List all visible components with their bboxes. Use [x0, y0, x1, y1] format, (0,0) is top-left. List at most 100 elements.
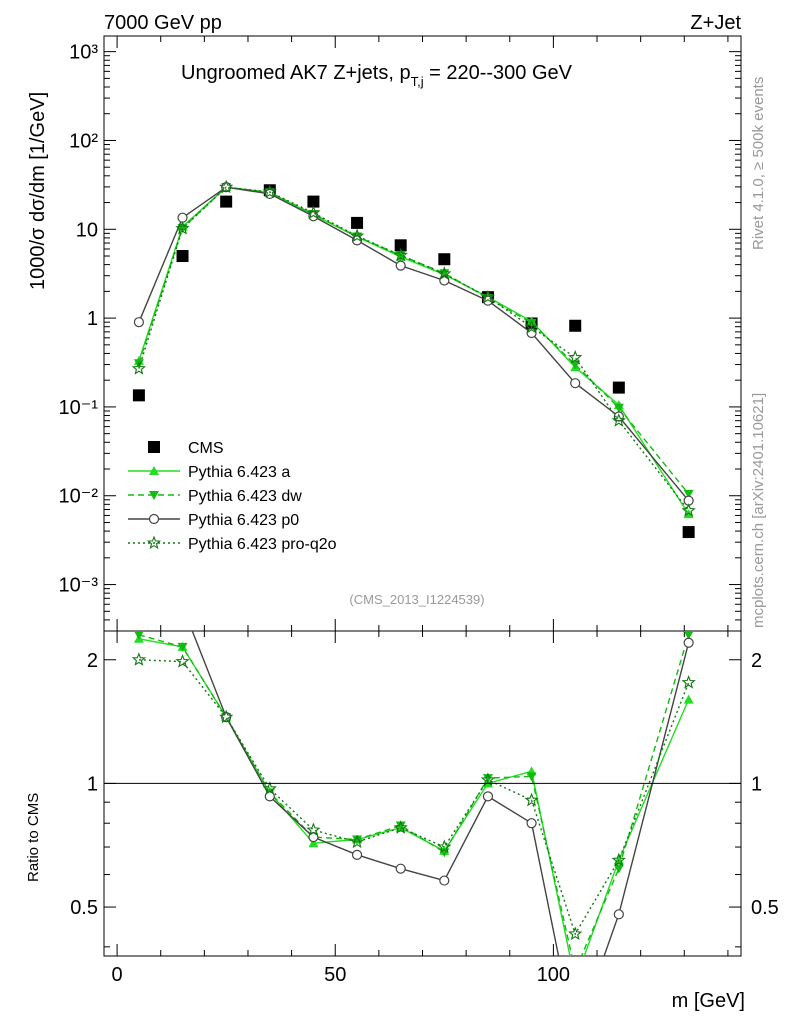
ratio-tick-label: 2	[751, 650, 762, 672]
plot-title-sub: T,j	[411, 74, 424, 89]
ratio-tick-label: 2	[87, 650, 98, 672]
x-tick-label: 100	[537, 964, 570, 986]
pythia-proq2o-ratio-point	[306, 822, 321, 837]
x-tick-label: 0	[112, 964, 123, 986]
pythia-p0-ratio-point	[526, 818, 537, 829]
top-y-axis-label: 1000/σ dσ/dm [1/GeV]	[27, 92, 49, 290]
header-energy: 7000 GeV pp	[104, 12, 222, 34]
pythia-proq2o-line	[138, 186, 690, 512]
pythia-dw-point	[613, 403, 624, 413]
pythia-dw-ratio-point	[613, 864, 624, 874]
legend-pythia-p0-label: Pythia 6.423 p0	[188, 512, 299, 529]
cms-data-point	[132, 389, 145, 402]
pythia-dw-ratio-point	[395, 821, 406, 831]
pythia-proq2o-ratio-point	[262, 781, 277, 795]
pythia-dw-ratio-point	[133, 631, 144, 640]
cms-data-point	[438, 253, 451, 266]
cms-data-point	[569, 319, 582, 332]
pythia-dw-ratio-line	[138, 634, 690, 956]
ratio-tick-label: 1	[87, 773, 98, 795]
ratio-tick-label: 1	[751, 773, 762, 795]
legend-cms-marker	[148, 441, 160, 453]
pythia-dw-ratio-point	[482, 774, 493, 784]
cms-data-point	[682, 526, 695, 539]
pythia-p0-ratio-point	[351, 849, 363, 860]
pythia-a-ratio-point	[683, 694, 694, 704]
pythia-proq2o-point	[219, 179, 234, 194]
pythia-p0-point	[395, 260, 406, 271]
legend-pythia-dw-marker	[149, 491, 159, 500]
pythia-proq2o-ratio-point	[681, 675, 696, 689]
legend-pythia-a-marker	[149, 466, 159, 475]
header-process: Z+Jet	[690, 12, 741, 34]
legend-cms-label: CMS	[188, 440, 224, 457]
ratio-y-axis-label: Ratio to CMS	[25, 793, 42, 882]
pythia-proq2o-point	[349, 228, 365, 243]
plot-title: Ungroomed AK7 Z+jets, pT,j = 220--300 Ge…	[181, 62, 573, 89]
top-panel-series	[131, 179, 696, 539]
pythia-proq2o-ratio-point	[524, 792, 539, 807]
pythia-proq2o-point	[524, 319, 539, 334]
pythia-p0-ratio-point	[439, 875, 450, 886]
pythia-proq2o-ratio-point	[480, 772, 496, 786]
cms-data-point	[176, 250, 189, 263]
legend-pythia-proq2o-marker	[146, 535, 162, 550]
side-mcplots-label: mcplots.cern.ch [arXiv:2401.10621]	[750, 393, 767, 628]
pythia-dw-ratio-point	[177, 642, 188, 652]
y-tick-label: 1	[87, 308, 98, 330]
pythia-proq2o-ratio-point	[175, 654, 190, 668]
ratio-tick-label: 0.5	[70, 897, 98, 919]
pythia-p0-ratio-point	[683, 637, 694, 648]
legend-pythia-a-label: Pythia 6.423 a	[188, 464, 290, 481]
y-tick-label: 10³	[69, 42, 98, 64]
y-tick-label: 10⁻²	[59, 486, 99, 508]
cms-data-point	[307, 195, 320, 208]
pythia-proq2o-point	[480, 289, 496, 304]
cms-data-point	[351, 216, 364, 229]
y-tick-label: 10⁻³	[59, 575, 99, 597]
cms-data-point	[220, 195, 233, 208]
pythia-dw-ratio-point	[352, 835, 363, 845]
ratio-tick-label: 0.5	[751, 897, 779, 919]
cms-data-point	[394, 239, 407, 252]
axis-tick-labels: 0 50 100 10⁻³ 10⁻² 10⁻¹ 1 10 10² 10³ 0.5 0.5 1 1 2 2	[59, 42, 779, 986]
pythia-proq2o-point	[306, 205, 321, 219]
y-tick-label: 10²	[69, 130, 98, 152]
pythia-p0-point	[177, 212, 188, 223]
pythia-dw-ratio-point	[526, 772, 537, 782]
pythia-a-ratio-line	[138, 638, 690, 956]
pythia-proq2o-point	[568, 349, 583, 364]
x-axis-label: m [GeV]	[672, 990, 745, 1012]
legend-pythia-p0-marker	[148, 513, 160, 525]
pythia-proq2o-point	[437, 266, 452, 280]
side-rivet-label: Rivet 4.1.0, ≥ 500k events	[750, 77, 767, 250]
pythia-p0-ratio-point	[613, 909, 624, 920]
pythia-proq2o-ratio-point	[611, 852, 626, 867]
pythia-p0-ratio-line	[191, 631, 690, 956]
pythia-p0-ratio-point	[178, 602, 187, 611]
pythia-dw-point	[526, 319, 537, 329]
plot-title-main: Ungroomed AK7 Z+jets, p	[181, 62, 411, 84]
pythia-dw-ratio-point	[570, 967, 580, 976]
pythia-proq2o-ratio-point	[568, 926, 583, 940]
pythia-p0-ratio-point	[482, 791, 494, 802]
pythia-p0-ratio-point	[134, 442, 143, 451]
pythia-p0-point	[133, 317, 145, 328]
legend-pythia-dw-label: Pythia 6.423 dw	[188, 488, 302, 505]
pythia-dw-point	[570, 360, 581, 370]
pythia-proq2o-ratio-point	[131, 652, 147, 666]
legend: CMS Pythia 6.423 a Pythia 6.423 dw Pythia 6…	[128, 440, 337, 553]
plot-title-tail: = 220--300 GeV	[424, 62, 573, 84]
pythia-a-ratio-point	[570, 976, 580, 985]
pythia-p0-point	[570, 378, 581, 389]
pythia-p0-ratio-point	[395, 863, 406, 874]
pythia-proq2o-point	[611, 413, 626, 427]
pythia-dw-ratio-point	[683, 631, 694, 640]
pythia-proq2o-ratio-line	[138, 659, 690, 936]
pythia-dw-ratio-point	[439, 848, 450, 858]
pythia-proq2o-ratio-point	[349, 834, 365, 849]
pythia-proq2o-point	[131, 361, 147, 375]
pythia-proq2o-ratio-point	[393, 820, 408, 834]
pythia-proq2o-ratio-point	[437, 839, 452, 854]
